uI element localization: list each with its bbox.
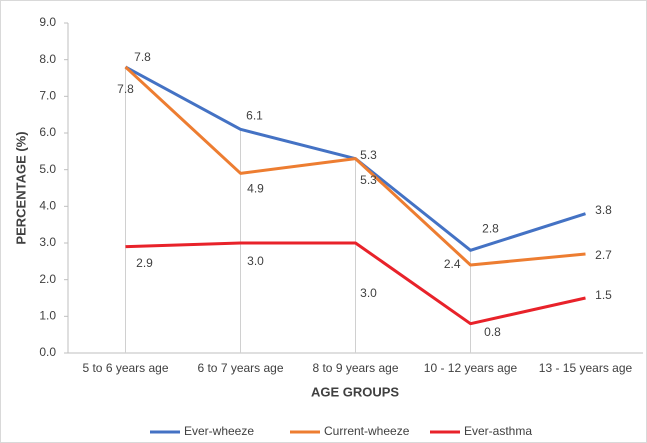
legend-label: Current-wheeze	[324, 424, 410, 438]
series-line	[125, 241, 586, 326]
data-label: 5.3	[360, 148, 377, 162]
legend-label: Ever-asthma	[464, 424, 532, 438]
data-label: 3.0	[247, 254, 264, 268]
data-label: 3.0	[360, 286, 377, 300]
x-tick-label: 6 to 7 years age	[197, 361, 283, 375]
y-tick-label: 3.0	[39, 235, 56, 249]
y-tick-label: 4.0	[39, 199, 56, 213]
data-label: 1.5	[595, 288, 612, 302]
y-tick-label: 9.0	[39, 15, 56, 29]
y-tick-label: 2.0	[39, 272, 56, 286]
y-tick-label: 0.0	[39, 345, 56, 359]
data-label: 5.3	[360, 173, 377, 187]
data-label: 4.9	[247, 182, 264, 196]
x-tick-label: 13 - 15 years age	[539, 361, 633, 375]
data-label: 7.8	[134, 50, 151, 64]
data-label: 3.8	[595, 203, 612, 217]
y-tick-label: 5.0	[39, 162, 56, 176]
y-tick-label: 8.0	[39, 52, 56, 66]
data-label: 2.7	[595, 248, 612, 262]
data-label: 2.4	[444, 257, 461, 271]
y-tick-label: 1.0	[39, 309, 56, 323]
x-tick-label: 10 - 12 years age	[424, 361, 518, 375]
y-tick-label: 6.0	[39, 125, 56, 139]
data-label: 7.8	[117, 82, 134, 96]
data-label: 2.9	[136, 256, 153, 270]
legend-label: Ever-wheeze	[184, 424, 254, 438]
y-tick-label: 7.0	[39, 89, 56, 103]
series-line	[124, 65, 586, 267]
data-label: 6.1	[246, 109, 263, 123]
data-label: 2.8	[482, 222, 499, 236]
y-axis-title: PERCENTAGE (%)	[13, 131, 28, 244]
x-tick-label: 8 to 9 years age	[312, 361, 398, 375]
x-tick-label: 5 to 6 years age	[82, 361, 168, 375]
data-label: 0.8	[484, 325, 501, 339]
x-axis-title: AGE GROUPS	[311, 384, 399, 399]
